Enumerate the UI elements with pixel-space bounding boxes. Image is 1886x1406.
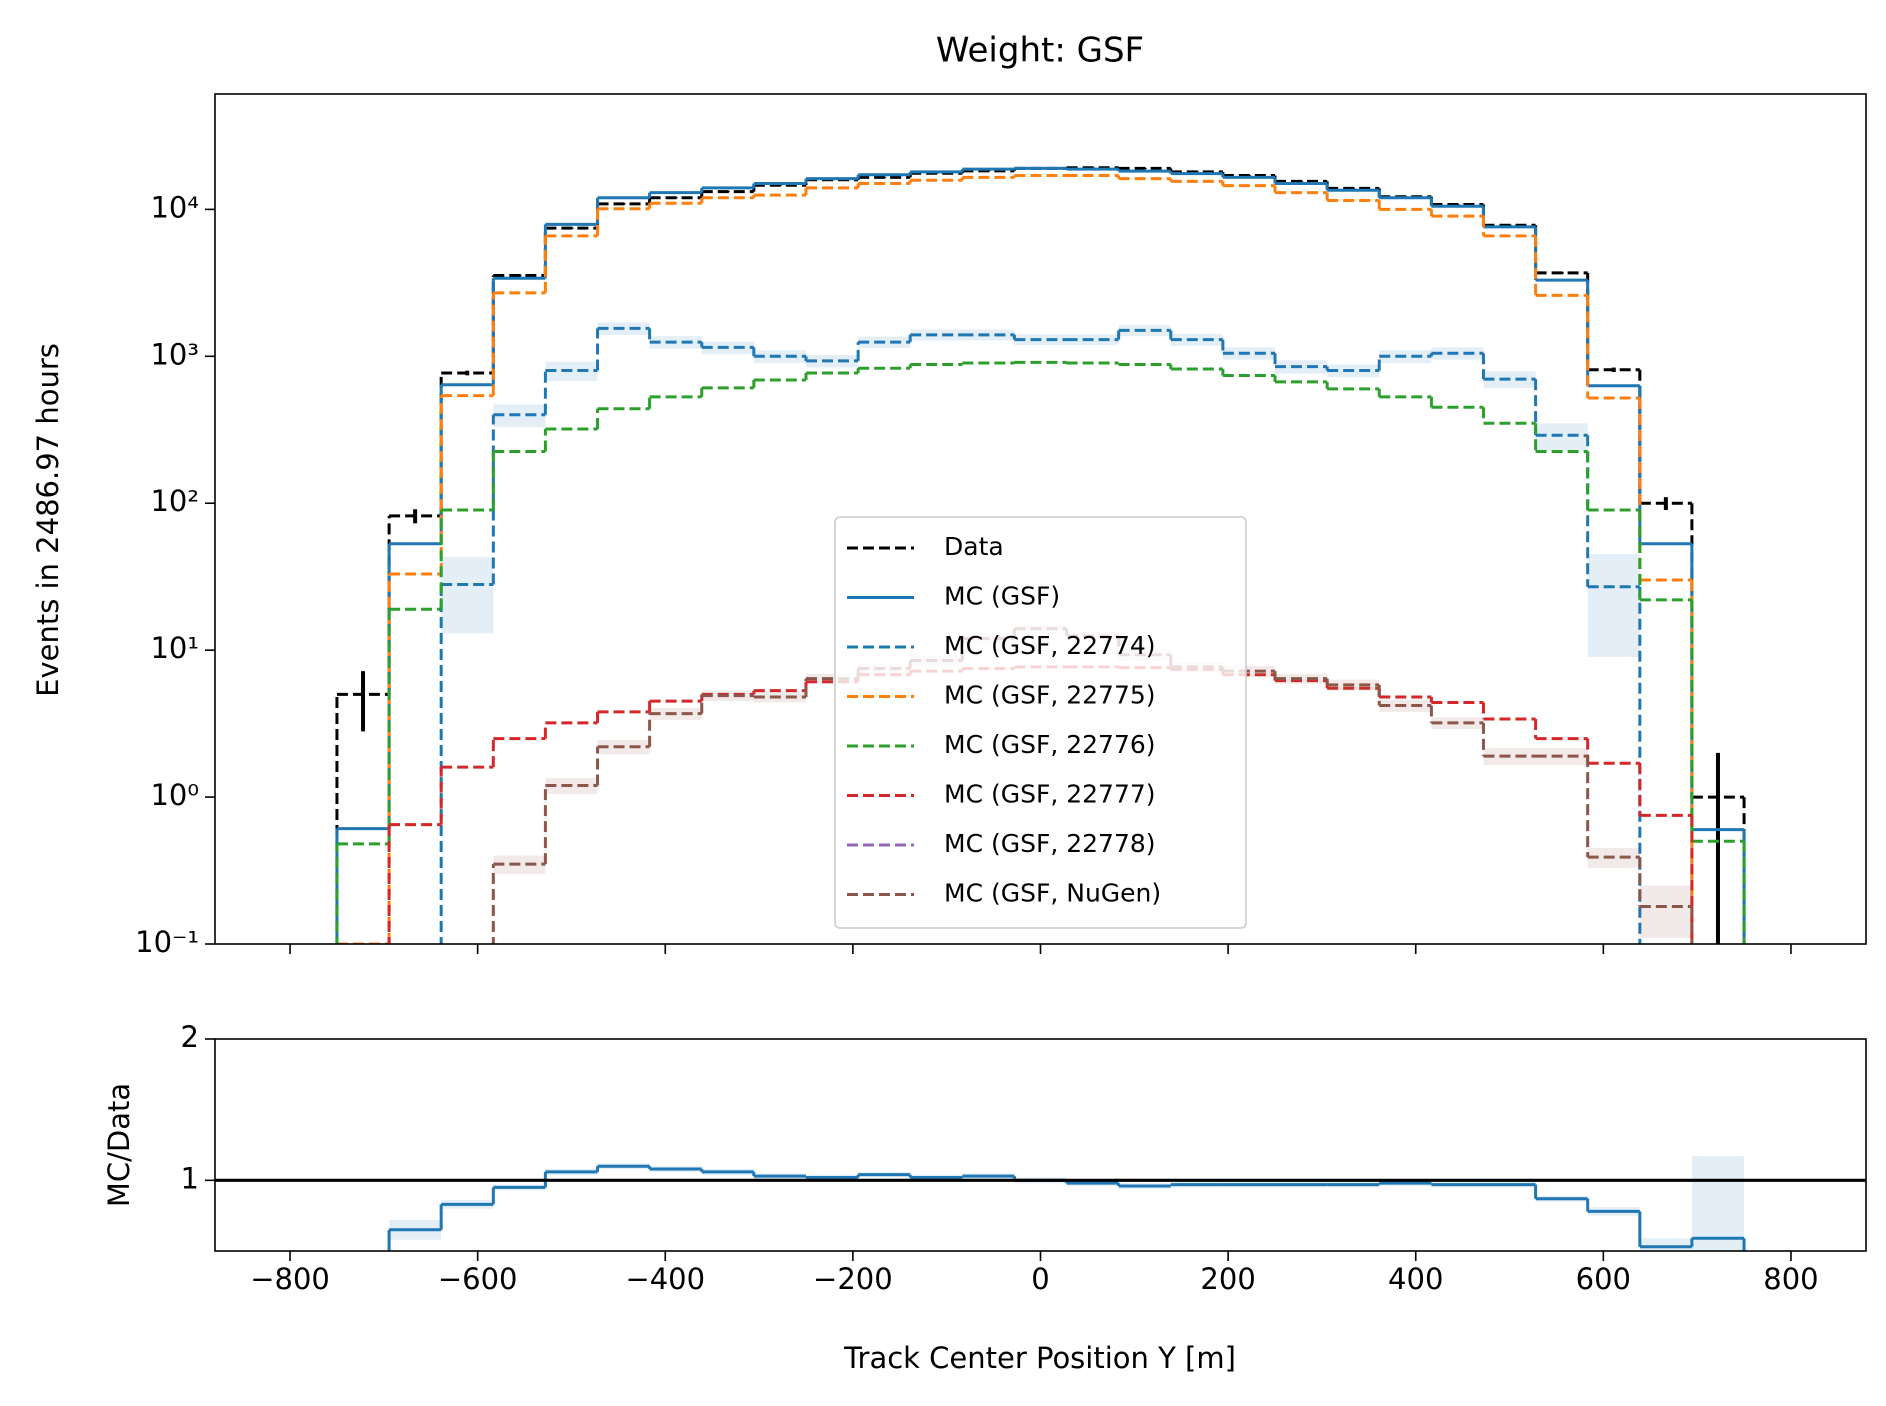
y-tick-label: 2	[181, 1020, 199, 1054]
axes-frame	[214, 93, 1867, 945]
series	[439, 322, 1642, 944]
legend-label: MC (GSF, 22776)	[944, 730, 1156, 759]
legend: Data MC (GSF) MC (GSF, 22774) MC (GSF, 2277…	[834, 516, 1247, 929]
x-tick-label: 600	[1576, 1262, 1631, 1296]
chart-title: Weight: GSF	[936, 31, 1144, 71]
error-band	[1587, 554, 1640, 657]
error-band	[1639, 885, 1692, 938]
error-band	[441, 557, 494, 634]
legend-label: MC (GSF, 22775)	[944, 681, 1156, 710]
legend-label: MC (GSF, 22774)	[944, 631, 1156, 660]
y-tick-label: 10¹	[150, 631, 199, 665]
error-band	[1691, 1156, 1745, 1251]
legend-label: MC (GSF, 22777)	[944, 780, 1156, 809]
x-tick-label: −800	[250, 1262, 330, 1296]
legend-box	[834, 516, 1247, 929]
x-tick-label: 800	[1763, 1262, 1818, 1296]
y-tick-label: 1	[181, 1161, 199, 1195]
x-tick-label: 0	[1031, 1262, 1049, 1296]
legend-label: MC (GSF, NuGen)	[944, 879, 1161, 908]
y-tick-label: 10⁴	[150, 190, 199, 224]
legend-label: MC (GSF, 22778)	[944, 829, 1156, 858]
legend-label: Data	[944, 532, 1004, 561]
y-axis-label: MC/Data	[102, 1083, 136, 1207]
x-tick-label: 200	[1200, 1262, 1255, 1296]
x-axis-label: Track Center Position Y [m]	[843, 1341, 1236, 1375]
y-tick-label: 10³	[150, 337, 199, 371]
series	[387, 1156, 1746, 1251]
y-tick-label: 10⁰	[150, 778, 199, 812]
axes-frame	[214, 1038, 1867, 1252]
series	[335, 360, 1746, 944]
y-axis-label: Events in 2486.97 hours	[31, 343, 65, 697]
x-tick-label: −400	[625, 1262, 705, 1296]
legend-label: MC (GSF)	[944, 582, 1060, 611]
y-tick-label: 10²	[150, 484, 199, 518]
x-tick-label: 400	[1388, 1262, 1443, 1296]
x-tick-label: −200	[813, 1262, 893, 1296]
x-tick-label: −600	[438, 1262, 518, 1296]
plot-area	[215, 1156, 1866, 1251]
y-tick-label: 10⁻¹	[135, 925, 199, 959]
